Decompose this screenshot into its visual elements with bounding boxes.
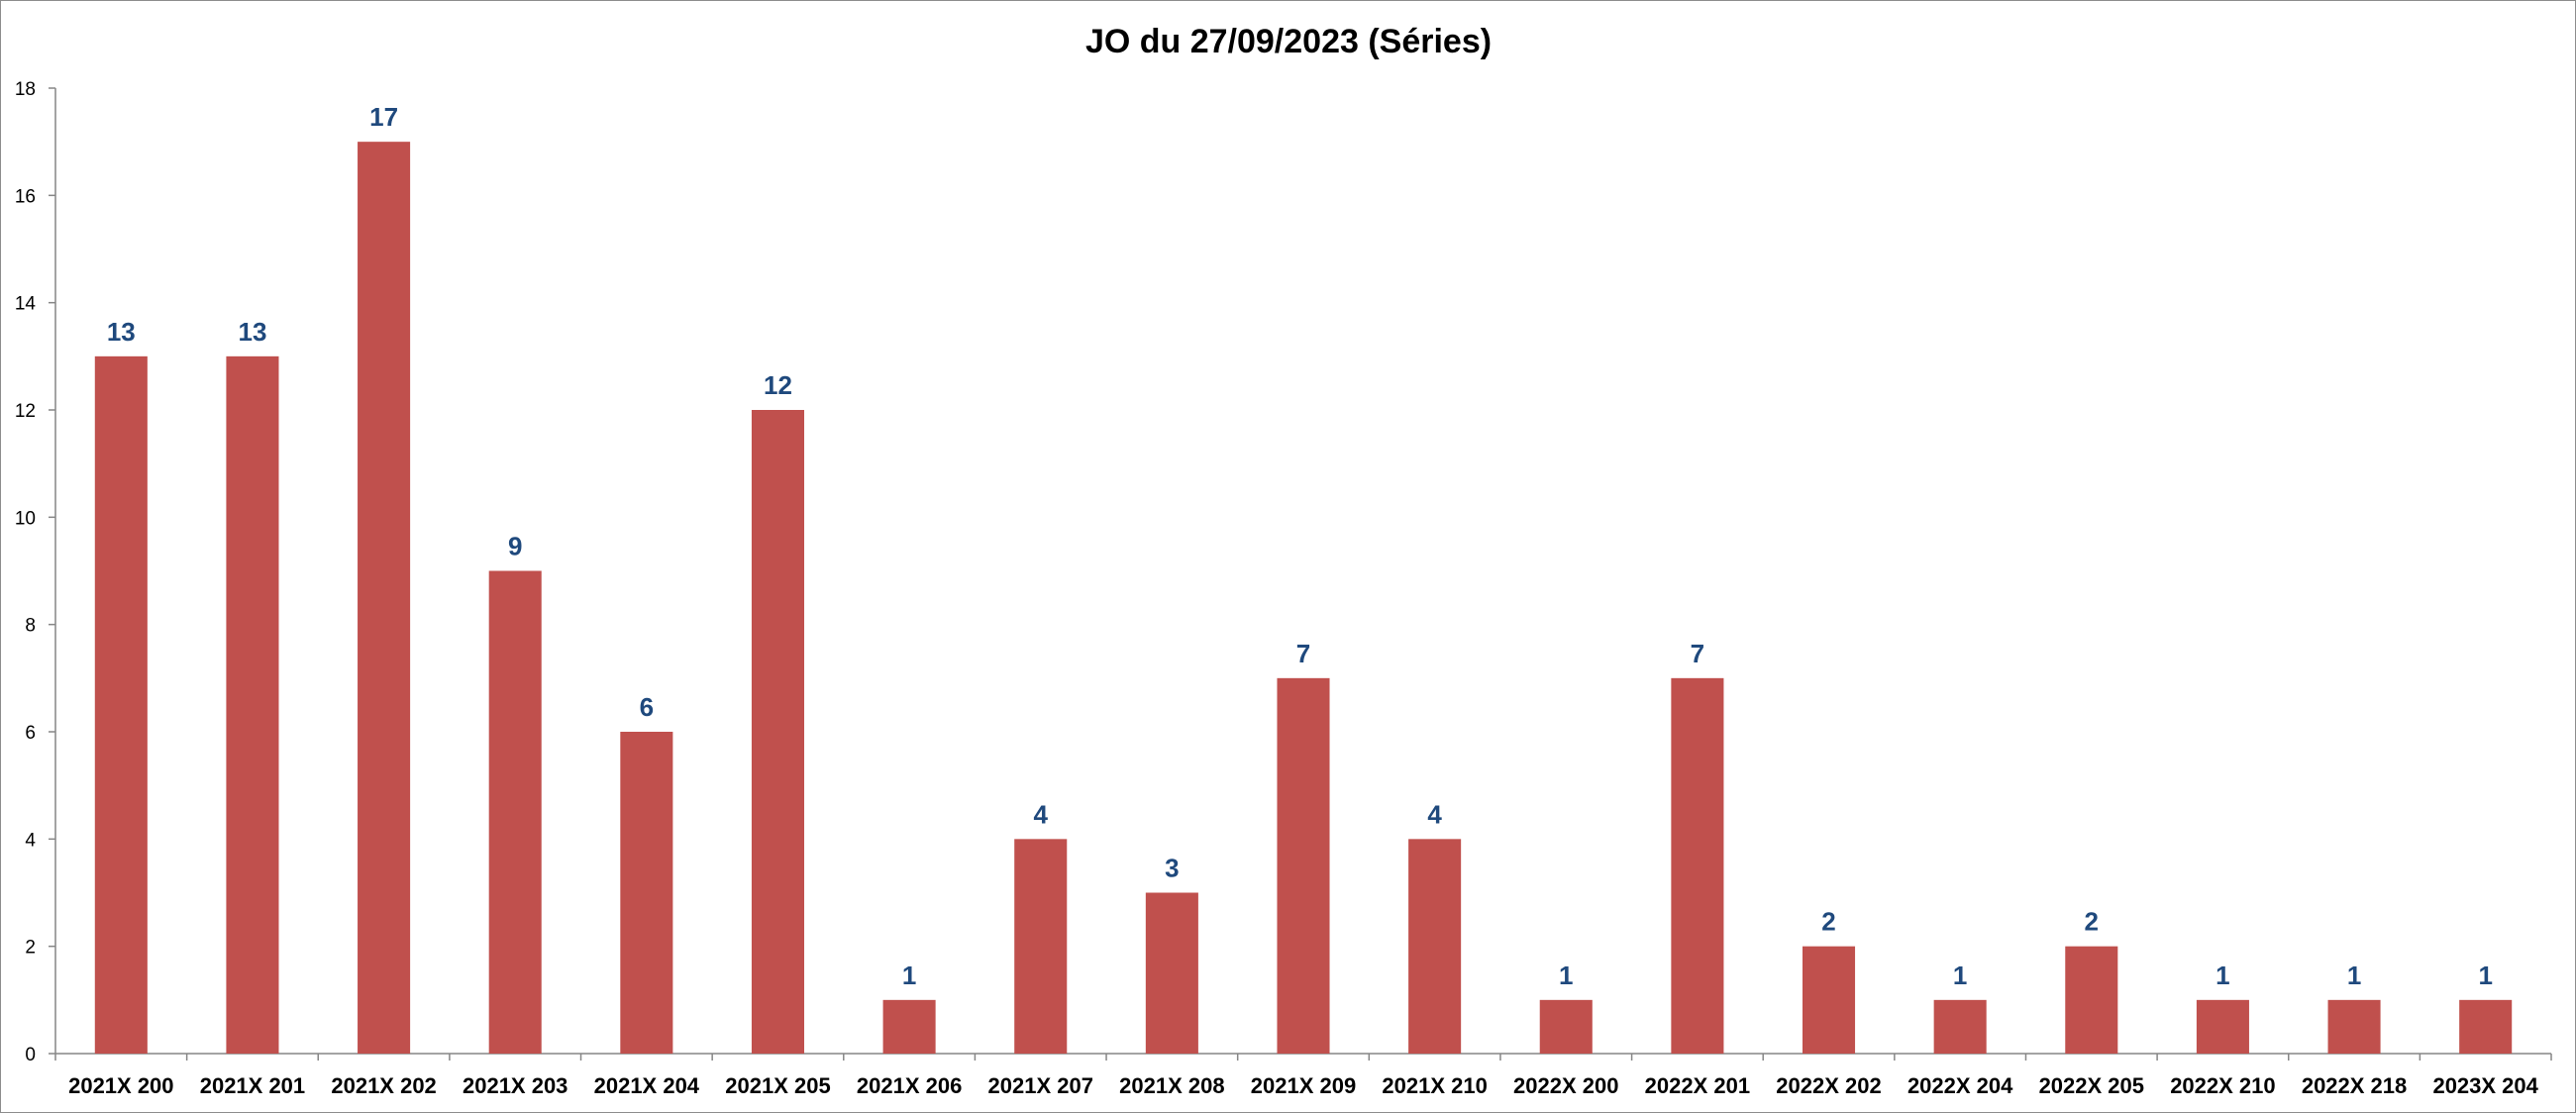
x-tick-label: 2022X 200 [1513, 1073, 1618, 1098]
x-tick-label: 2022X 205 [2039, 1073, 2144, 1098]
bar [1277, 677, 1330, 1054]
y-tick-label: 14 [15, 294, 37, 315]
data-label: 7 [1296, 639, 1310, 668]
bar [2196, 999, 2249, 1054]
data-label: 1 [2215, 961, 2229, 990]
x-tick-label: 2023X 204 [2432, 1073, 2538, 1098]
y-tick-label: 16 [15, 186, 36, 207]
bar [882, 999, 936, 1054]
y-tick-label: 10 [15, 508, 36, 529]
data-label: 6 [640, 692, 654, 722]
x-tick-label: 2022X 218 [2302, 1073, 2407, 1098]
bar [2327, 999, 2381, 1054]
data-label: 9 [508, 532, 522, 561]
y-tick-label: 18 [15, 79, 36, 100]
x-axis: 2021X 200 2021X 201 2021X 202 2021X 203 2021… [54, 1053, 2552, 1098]
x-tick-label: 2021X 201 [200, 1073, 305, 1098]
data-label: 1 [2347, 961, 2361, 990]
data-label: 17 [369, 102, 398, 132]
x-tick-label: 2021X 202 [331, 1073, 436, 1098]
data-label: 7 [1691, 639, 1704, 668]
x-tick-label: 2022X 204 [1907, 1073, 2013, 1098]
data-label: 4 [1427, 799, 1442, 829]
x-tick-label: 2021X 200 [68, 1073, 173, 1098]
bar [488, 570, 542, 1054]
data-label: 4 [1034, 799, 1049, 829]
data-label: 13 [107, 317, 136, 347]
bar [2065, 946, 2118, 1054]
x-tick-label: 2021X 209 [1251, 1073, 1356, 1098]
x-tick-label: 2021X 204 [594, 1073, 700, 1098]
y-tick-label: 2 [25, 938, 36, 959]
bar [1408, 839, 1462, 1054]
x-tick-label: 2022X 201 [1645, 1073, 1750, 1098]
x-tick-label: 2021X 207 [988, 1073, 1093, 1098]
data-label: 12 [764, 370, 792, 400]
data-label: 1 [1559, 961, 1573, 990]
x-tick-label: 2021X 205 [725, 1073, 830, 1098]
data-label: 2 [1821, 907, 1835, 937]
bar [226, 355, 279, 1054]
data-label: 3 [1165, 854, 1179, 883]
y-tick-label: 8 [25, 616, 36, 637]
data-label: 1 [902, 961, 916, 990]
x-tick-label: 2021X 210 [1382, 1073, 1487, 1098]
bar [751, 410, 804, 1054]
bars [94, 142, 2513, 1054]
y-tick-label: 12 [15, 401, 36, 422]
y-tick-label: 0 [25, 1045, 36, 1065]
x-tick-label: 2021X 208 [1119, 1073, 1224, 1098]
data-label: 1 [1953, 961, 1967, 990]
bar [1671, 677, 1724, 1054]
data-label: 1 [2478, 961, 2492, 990]
bar [1539, 999, 1593, 1054]
x-tick-label: 2021X 203 [463, 1073, 567, 1098]
bar [1803, 946, 1856, 1054]
bar [2459, 999, 2513, 1054]
x-tick-label: 2021X 206 [857, 1073, 962, 1098]
y-tick-label: 6 [25, 723, 36, 744]
x-tick-label: 2022X 202 [1776, 1073, 1881, 1098]
bar [358, 142, 411, 1054]
bar [94, 355, 148, 1054]
bar [1014, 839, 1068, 1054]
chart-title: JO du 27/09/2023 (Séries) [1085, 23, 1492, 60]
bar [1933, 999, 1987, 1054]
y-tick-label: 4 [25, 830, 36, 851]
data-label: 2 [2085, 907, 2099, 937]
data-label: 13 [238, 317, 266, 347]
bar [1145, 892, 1198, 1054]
y-axis: 0 2 4 6 8 10 12 14 16 18 [15, 79, 56, 1065]
x-tick-label: 2022X 210 [2170, 1073, 2275, 1098]
bar [620, 732, 673, 1054]
